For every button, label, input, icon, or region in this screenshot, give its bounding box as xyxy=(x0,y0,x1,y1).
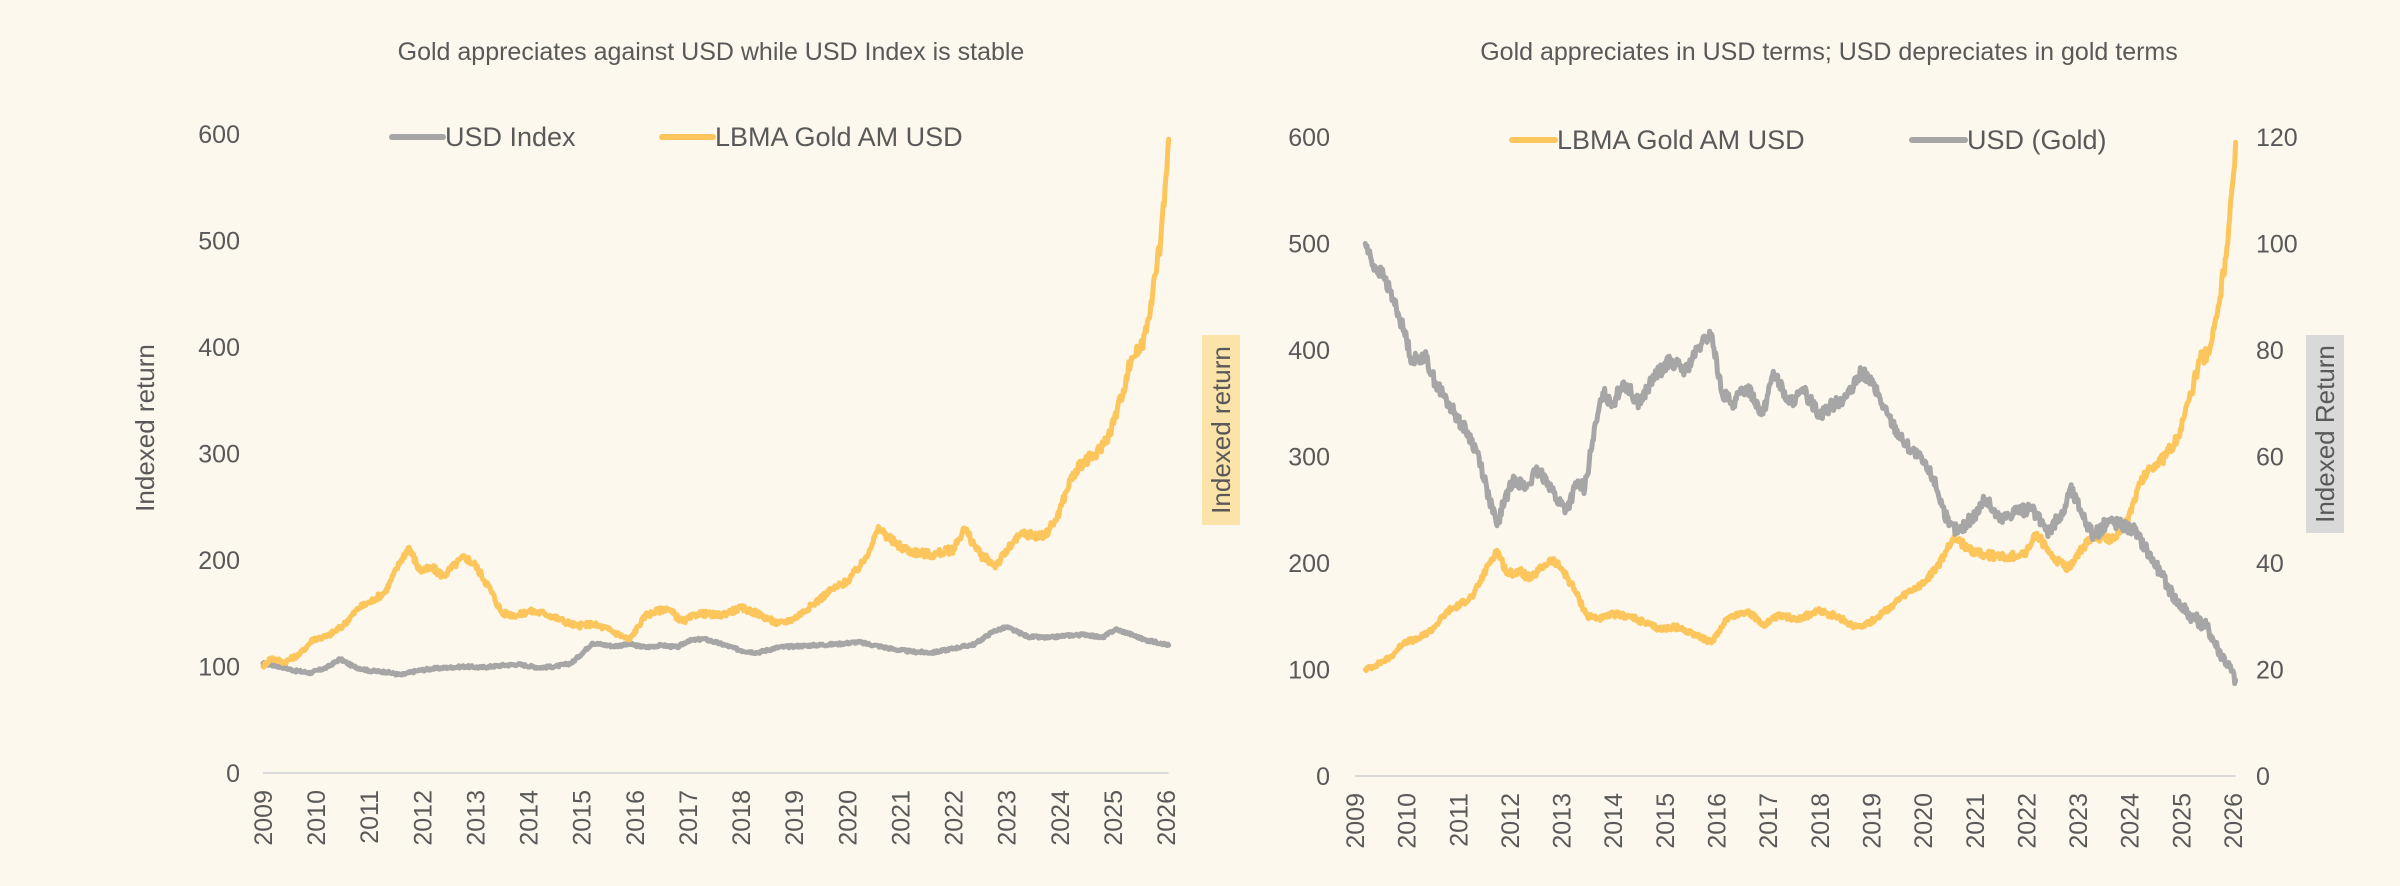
x-tick-label: 2020 xyxy=(834,790,862,846)
x-tick-label: 2015 xyxy=(569,790,597,846)
left-x-ticks: 2009 2010 2011 2012 2013 2014 2015 2016 2017 2018… xyxy=(250,790,1181,846)
left-side-label-bg xyxy=(1202,335,1240,525)
x-tick-label: 2013 xyxy=(1549,793,1577,849)
left-y-axis-label: Indexed return xyxy=(130,344,160,512)
x-tick-label: 2014 xyxy=(516,790,544,846)
legend-label-lbma-gold-right: LBMA Gold AM USD xyxy=(1557,125,1805,155)
y-tick-label: 300 xyxy=(1288,444,1330,472)
y-tick-label-right: 60 xyxy=(2256,444,2284,472)
x-tick-label: 2022 xyxy=(941,790,969,846)
x-tick-label: 2016 xyxy=(1704,793,1732,849)
x-tick-label: 2023 xyxy=(2065,793,2093,849)
y-tick-label: 100 xyxy=(1288,657,1330,685)
y-tick-label-right: 80 xyxy=(2256,337,2284,365)
y-tick-label: 400 xyxy=(1288,337,1330,365)
right-series-lines xyxy=(1362,139,2239,687)
legend-item-usd-gold[interactable]: USD (Gold) xyxy=(1909,125,2107,155)
x-tick-label: 2011 xyxy=(1445,793,1473,847)
x-tick-label: 2014 xyxy=(1600,793,1628,849)
x-tick-label: 2026 xyxy=(1153,790,1181,846)
x-tick-label: 2022 xyxy=(2013,793,2041,849)
x-tick-label: 2009 xyxy=(1342,793,1370,849)
x-tick-label: 2024 xyxy=(2117,793,2145,849)
x-tick-label: 2019 xyxy=(1858,793,1886,849)
legend-label-usd-gold: USD (Gold) xyxy=(1967,125,2107,155)
x-tick-label: 2017 xyxy=(1755,793,1783,849)
right-side-label-box: Indexed Return xyxy=(2306,335,2344,533)
y-tick-label: 200 xyxy=(198,547,240,575)
series-line-usd-gold xyxy=(1362,241,2239,687)
x-tick-label: 2010 xyxy=(1394,793,1422,849)
y-tick-label: 600 xyxy=(198,121,240,149)
y-tick-label: 0 xyxy=(226,760,240,788)
right-x-ticks: 2009 2010 2011 2012 2013 2014 2015 2016 2017 2018… xyxy=(1342,793,2248,849)
right-chart-left-y-ticks: 0 100 200 300 400 500 600 xyxy=(1288,124,1330,791)
y-tick-label: 600 xyxy=(1288,124,1330,152)
left-legend: USD Index LBMA Gold AM USD xyxy=(389,122,963,152)
x-tick-label: 2012 xyxy=(409,790,437,846)
x-tick-label: 2026 xyxy=(2220,793,2248,849)
x-tick-label: 2016 xyxy=(622,790,650,846)
left-series-lines xyxy=(260,136,1172,678)
y-tick-label: 200 xyxy=(1288,550,1330,578)
legend-label-usd-index: USD Index xyxy=(445,122,576,152)
x-tick-label: 2021 xyxy=(887,790,915,846)
y-tick-label: 100 xyxy=(198,654,240,682)
x-tick-label: 2025 xyxy=(2168,793,2196,849)
x-tick-label: 2015 xyxy=(1652,793,1680,849)
y-tick-label: 500 xyxy=(1288,231,1330,259)
left-side-label-text: Indexed return xyxy=(1206,346,1236,514)
legend-item-lbma-gold[interactable]: LBMA Gold AM USD xyxy=(659,122,963,152)
x-tick-label: 2009 xyxy=(250,790,278,846)
y-tick-label: 500 xyxy=(198,228,240,256)
y-tick-label: 400 xyxy=(198,334,240,362)
left-chart-title: Gold appreciates against USD while USD I… xyxy=(398,38,1025,66)
y-tick-label-right: 0 xyxy=(2256,763,2270,791)
x-tick-label: 2010 xyxy=(303,790,331,846)
series-line-lbma-gold-am-usd xyxy=(1362,139,2239,674)
x-tick-label: 2024 xyxy=(1047,790,1075,846)
y-tick-label-right: 120 xyxy=(2256,124,2298,152)
left-chart: Gold appreciates against USD while USD I… xyxy=(130,38,1240,846)
x-tick-label: 2011 xyxy=(356,790,384,844)
y-tick-label: 300 xyxy=(198,441,240,469)
right-chart-right-y-ticks: 0 20 40 60 80 100 120 xyxy=(2256,124,2298,791)
y-tick-label-right: 20 xyxy=(2256,657,2284,685)
x-tick-label: 2017 xyxy=(675,790,703,846)
left-y-ticks: 0 100 200 300 400 500 600 xyxy=(198,121,240,788)
legend-item-usd-index[interactable]: USD Index xyxy=(389,122,576,152)
x-tick-label: 2013 xyxy=(462,790,490,846)
y-tick-label-right: 100 xyxy=(2256,231,2298,259)
right-legend: LBMA Gold AM USD USD (Gold) xyxy=(1509,125,2107,155)
right-chart: Gold appreciates in USD terms; USD depre… xyxy=(1288,38,2344,849)
y-tick-label-right: 40 xyxy=(2256,550,2284,578)
x-tick-label: 2025 xyxy=(1100,790,1128,846)
left-side-label-box: Indexed return xyxy=(1202,335,1240,525)
right-side-label-bg xyxy=(2306,335,2344,533)
legend-item-lbma-gold-right[interactable]: LBMA Gold AM USD xyxy=(1509,125,1805,155)
x-tick-label: 2021 xyxy=(1962,793,1990,849)
y-tick-label: 0 xyxy=(1316,763,1330,791)
x-tick-label: 2020 xyxy=(1910,793,1938,849)
right-side-label-text: Indexed Return xyxy=(2310,345,2340,523)
x-tick-label: 2018 xyxy=(728,790,756,846)
series-line-usd-index xyxy=(260,624,1172,678)
x-tick-label: 2019 xyxy=(781,790,809,846)
series-line-lbma-gold-am-usd xyxy=(260,136,1172,670)
x-tick-label: 2023 xyxy=(994,790,1022,846)
x-tick-label: 2012 xyxy=(1497,793,1525,849)
legend-label-lbma-gold: LBMA Gold AM USD xyxy=(715,122,963,152)
x-tick-label: 2018 xyxy=(1807,793,1835,849)
right-chart-title: Gold appreciates in USD terms; USD depre… xyxy=(1480,38,2178,66)
